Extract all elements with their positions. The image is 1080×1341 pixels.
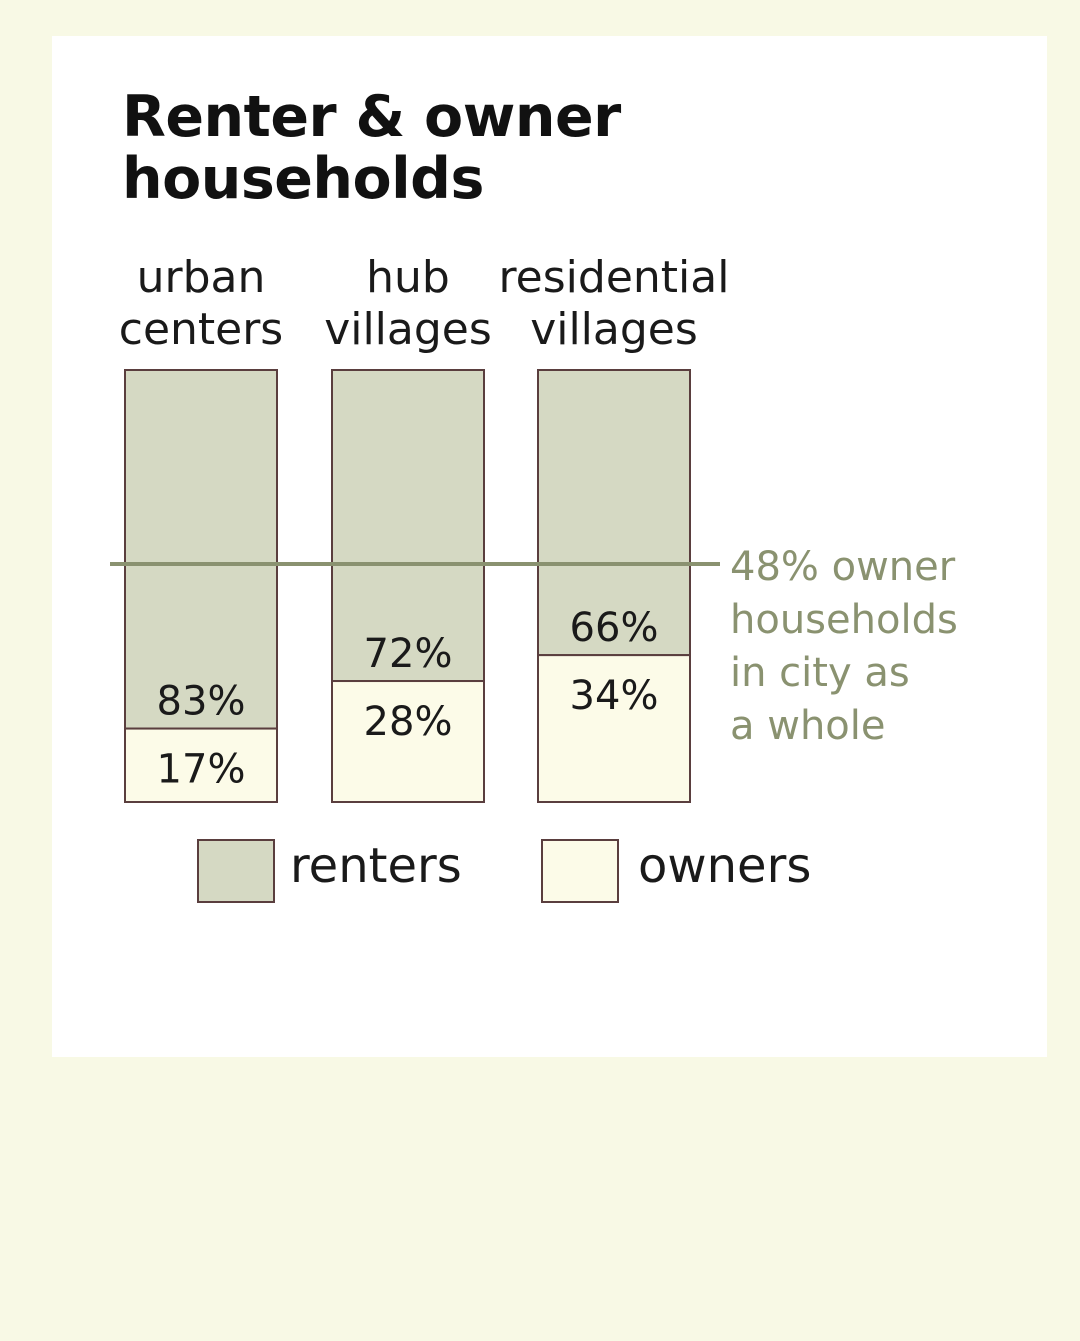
owners-value-label-0: 17% [157, 747, 246, 793]
legend-swatch-owners [541, 839, 619, 903]
renters-value-label-0: 83% [157, 679, 246, 725]
bar-owners-2 [537, 654, 691, 803]
category-label-2-1: villages [530, 304, 698, 355]
renters-value-label-1: 72% [364, 631, 453, 677]
renters-value-label-2: 66% [570, 605, 659, 651]
owners-value-label-1: 28% [364, 699, 453, 745]
legend-label-renters: renters [290, 838, 462, 894]
category-label-2-0: residential [499, 252, 730, 303]
owners-value-label-2: 34% [570, 673, 659, 719]
reference-label-line-1: households [730, 597, 958, 643]
category-label-0-0: urban [137, 252, 266, 303]
labels-layer: 83%17%urbancenters72%28%hubvillages66%34… [110, 252, 958, 793]
reference-label-line-0: 48% owner [730, 544, 956, 590]
category-label-1-1: villages [324, 304, 492, 355]
category-label-1-0: hub [366, 252, 450, 303]
chart-title: Renter & owner households [122, 84, 621, 212]
reference-label-line-3: a whole [730, 703, 886, 749]
category-label-0-1: centers [119, 304, 283, 355]
reference-label-line-2: in city as [730, 650, 910, 696]
legend-swatch-renters [197, 839, 275, 903]
legend-layer: renters owners [197, 838, 811, 903]
legend-label-owners: owners [638, 838, 811, 894]
bars-layer [124, 369, 691, 803]
bar-owners-0 [124, 727, 278, 803]
bar-renters-0 [124, 369, 278, 730]
bar-owners-1 [331, 680, 485, 803]
